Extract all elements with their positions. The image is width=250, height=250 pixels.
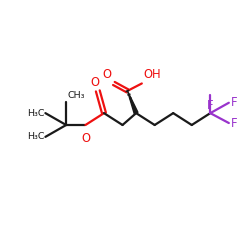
- Text: CH₃: CH₃: [68, 90, 85, 100]
- Text: H₃C: H₃C: [27, 132, 44, 141]
- Text: F: F: [231, 96, 238, 109]
- Text: F: F: [231, 116, 238, 130]
- Text: O: O: [90, 76, 99, 89]
- Text: O: O: [102, 68, 112, 80]
- Text: F: F: [207, 98, 214, 112]
- Text: O: O: [81, 132, 90, 145]
- Text: H₃C: H₃C: [27, 109, 44, 118]
- Polygon shape: [128, 91, 138, 114]
- Text: OH: OH: [143, 68, 161, 80]
